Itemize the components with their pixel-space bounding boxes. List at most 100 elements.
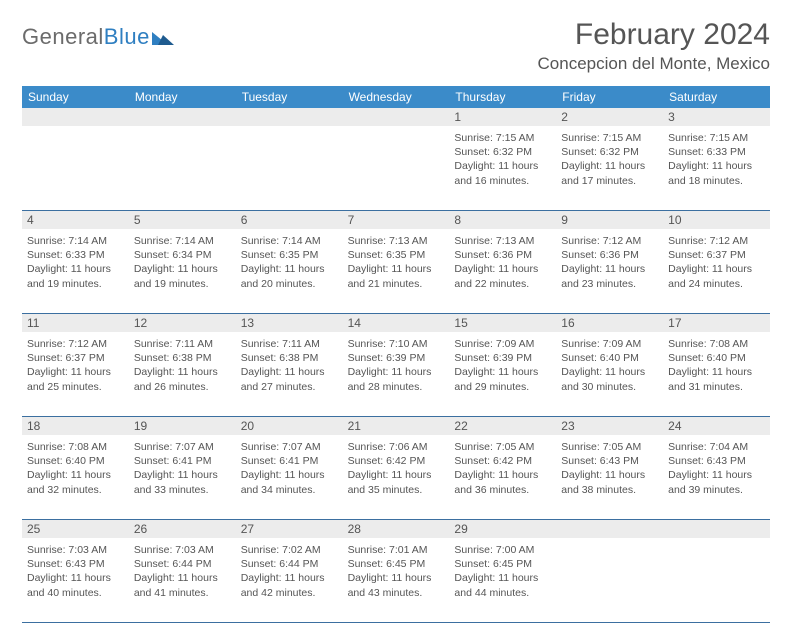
day-cell	[129, 126, 236, 210]
daylight: Daylight: 11 hours and 41 minutes.	[134, 571, 231, 599]
day-details: Sunrise: 7:15 AMSunset: 6:33 PMDaylight:…	[668, 129, 765, 188]
sunset: Sunset: 6:44 PM	[241, 557, 338, 571]
day-number: 29	[449, 520, 556, 538]
day-cell: Sunrise: 7:00 AMSunset: 6:45 PMDaylight:…	[449, 538, 556, 622]
day-details: Sunrise: 7:10 AMSunset: 6:39 PMDaylight:…	[348, 335, 445, 394]
sunset: Sunset: 6:41 PM	[241, 454, 338, 468]
sunset: Sunset: 6:36 PM	[561, 248, 658, 262]
day-details: Sunrise: 7:06 AMSunset: 6:42 PMDaylight:…	[348, 438, 445, 497]
sunset: Sunset: 6:35 PM	[241, 248, 338, 262]
day-details: Sunrise: 7:12 AMSunset: 6:36 PMDaylight:…	[561, 232, 658, 291]
day-cell: Sunrise: 7:05 AMSunset: 6:43 PMDaylight:…	[556, 435, 663, 519]
day-cell: Sunrise: 7:08 AMSunset: 6:40 PMDaylight:…	[663, 332, 770, 416]
sunset: Sunset: 6:40 PM	[668, 351, 765, 365]
weekday-header: Sunday	[22, 86, 129, 108]
day-number: 3	[663, 108, 770, 126]
sunset: Sunset: 6:37 PM	[668, 248, 765, 262]
sunset: Sunset: 6:33 PM	[27, 248, 124, 262]
sunset: Sunset: 6:33 PM	[668, 145, 765, 159]
sunrise: Sunrise: 7:11 AM	[134, 337, 231, 351]
sunset: Sunset: 6:35 PM	[348, 248, 445, 262]
day-number: 4	[22, 211, 129, 229]
sunset: Sunset: 6:38 PM	[134, 351, 231, 365]
day-details: Sunrise: 7:05 AMSunset: 6:43 PMDaylight:…	[561, 438, 658, 497]
daylight: Daylight: 11 hours and 38 minutes.	[561, 468, 658, 496]
sunset: Sunset: 6:36 PM	[454, 248, 551, 262]
daylight: Daylight: 11 hours and 26 minutes.	[134, 365, 231, 393]
weekday-header: Monday	[129, 86, 236, 108]
day-details: Sunrise: 7:08 AMSunset: 6:40 PMDaylight:…	[668, 335, 765, 394]
day-details: Sunrise: 7:00 AMSunset: 6:45 PMDaylight:…	[454, 541, 551, 600]
day-cell: Sunrise: 7:12 AMSunset: 6:37 PMDaylight:…	[22, 332, 129, 416]
day-number	[22, 108, 129, 126]
daynum-row: 123	[22, 108, 770, 126]
sunset: Sunset: 6:43 PM	[561, 454, 658, 468]
day-cell: Sunrise: 7:14 AMSunset: 6:35 PMDaylight:…	[236, 229, 343, 313]
day-number: 1	[449, 108, 556, 126]
daylight: Daylight: 11 hours and 35 minutes.	[348, 468, 445, 496]
day-number	[129, 108, 236, 126]
sunrise: Sunrise: 7:03 AM	[27, 543, 124, 557]
day-number: 20	[236, 417, 343, 435]
day-cell: Sunrise: 7:06 AMSunset: 6:42 PMDaylight:…	[343, 435, 450, 519]
day-cell: Sunrise: 7:03 AMSunset: 6:44 PMDaylight:…	[129, 538, 236, 622]
day-number	[236, 108, 343, 126]
calendar: Sunday Monday Tuesday Wednesday Thursday…	[22, 86, 770, 623]
weekday-header-row: Sunday Monday Tuesday Wednesday Thursday…	[22, 86, 770, 108]
daylight: Daylight: 11 hours and 31 minutes.	[668, 365, 765, 393]
day-details: Sunrise: 7:15 AMSunset: 6:32 PMDaylight:…	[454, 129, 551, 188]
sunrise: Sunrise: 7:14 AM	[27, 234, 124, 248]
day-details: Sunrise: 7:14 AMSunset: 6:35 PMDaylight:…	[241, 232, 338, 291]
day-number: 9	[556, 211, 663, 229]
week-row: Sunrise: 7:03 AMSunset: 6:43 PMDaylight:…	[22, 538, 770, 623]
day-cell: Sunrise: 7:12 AMSunset: 6:36 PMDaylight:…	[556, 229, 663, 313]
sunset: Sunset: 6:39 PM	[454, 351, 551, 365]
sunrise: Sunrise: 7:15 AM	[454, 131, 551, 145]
daylight: Daylight: 11 hours and 28 minutes.	[348, 365, 445, 393]
sunset: Sunset: 6:45 PM	[454, 557, 551, 571]
day-cell: Sunrise: 7:14 AMSunset: 6:33 PMDaylight:…	[22, 229, 129, 313]
day-cell: Sunrise: 7:15 AMSunset: 6:32 PMDaylight:…	[556, 126, 663, 210]
sunrise: Sunrise: 7:05 AM	[561, 440, 658, 454]
day-details: Sunrise: 7:11 AMSunset: 6:38 PMDaylight:…	[241, 335, 338, 394]
day-cell: Sunrise: 7:01 AMSunset: 6:45 PMDaylight:…	[343, 538, 450, 622]
daylight: Daylight: 11 hours and 21 minutes.	[348, 262, 445, 290]
sunset: Sunset: 6:42 PM	[454, 454, 551, 468]
weekday-header: Tuesday	[236, 86, 343, 108]
daynum-row: 45678910	[22, 211, 770, 229]
day-details: Sunrise: 7:12 AMSunset: 6:37 PMDaylight:…	[27, 335, 124, 394]
daylight: Daylight: 11 hours and 34 minutes.	[241, 468, 338, 496]
daynum-row: 11121314151617	[22, 314, 770, 332]
daylight: Daylight: 11 hours and 40 minutes.	[27, 571, 124, 599]
day-details: Sunrise: 7:02 AMSunset: 6:44 PMDaylight:…	[241, 541, 338, 600]
day-number	[343, 108, 450, 126]
daylight: Daylight: 11 hours and 29 minutes.	[454, 365, 551, 393]
day-details: Sunrise: 7:03 AMSunset: 6:44 PMDaylight:…	[134, 541, 231, 600]
daylight: Daylight: 11 hours and 25 minutes.	[27, 365, 124, 393]
day-number: 22	[449, 417, 556, 435]
sunrise: Sunrise: 7:10 AM	[348, 337, 445, 351]
day-number: 24	[663, 417, 770, 435]
sunset: Sunset: 6:40 PM	[27, 454, 124, 468]
day-details: Sunrise: 7:07 AMSunset: 6:41 PMDaylight:…	[241, 438, 338, 497]
sunset: Sunset: 6:38 PM	[241, 351, 338, 365]
sunrise: Sunrise: 7:08 AM	[668, 337, 765, 351]
day-number: 16	[556, 314, 663, 332]
day-details: Sunrise: 7:13 AMSunset: 6:36 PMDaylight:…	[454, 232, 551, 291]
sunrise: Sunrise: 7:00 AM	[454, 543, 551, 557]
week-row: Sunrise: 7:14 AMSunset: 6:33 PM Daylight:…	[22, 229, 770, 314]
sunset: Sunset: 6:37 PM	[27, 351, 124, 365]
sunrise: Sunrise: 7:13 AM	[454, 234, 551, 248]
day-cell: Sunrise: 7:04 AMSunset: 6:43 PMDaylight:…	[663, 435, 770, 519]
sunrise: Sunrise: 7:15 AM	[561, 131, 658, 145]
daylight: Daylight: 11 hours and 39 minutes.	[668, 468, 765, 496]
sunset: Sunset: 6:43 PM	[27, 557, 124, 571]
day-details: Sunrise: 7:14 AMSunset: 6:33 PMDaylight:…	[27, 232, 124, 291]
day-number: 7	[343, 211, 450, 229]
sunrise: Sunrise: 7:09 AM	[454, 337, 551, 351]
week-row: Sunrise: 7:08 AMSunset: 6:40 PMDaylight:…	[22, 435, 770, 520]
day-details: Sunrise: 7:12 AMSunset: 6:37 PMDaylight:…	[668, 232, 765, 291]
logo-text-gray: General	[22, 24, 104, 49]
day-number: 6	[236, 211, 343, 229]
daylight: Daylight: 11 hours and 22 minutes.	[454, 262, 551, 290]
